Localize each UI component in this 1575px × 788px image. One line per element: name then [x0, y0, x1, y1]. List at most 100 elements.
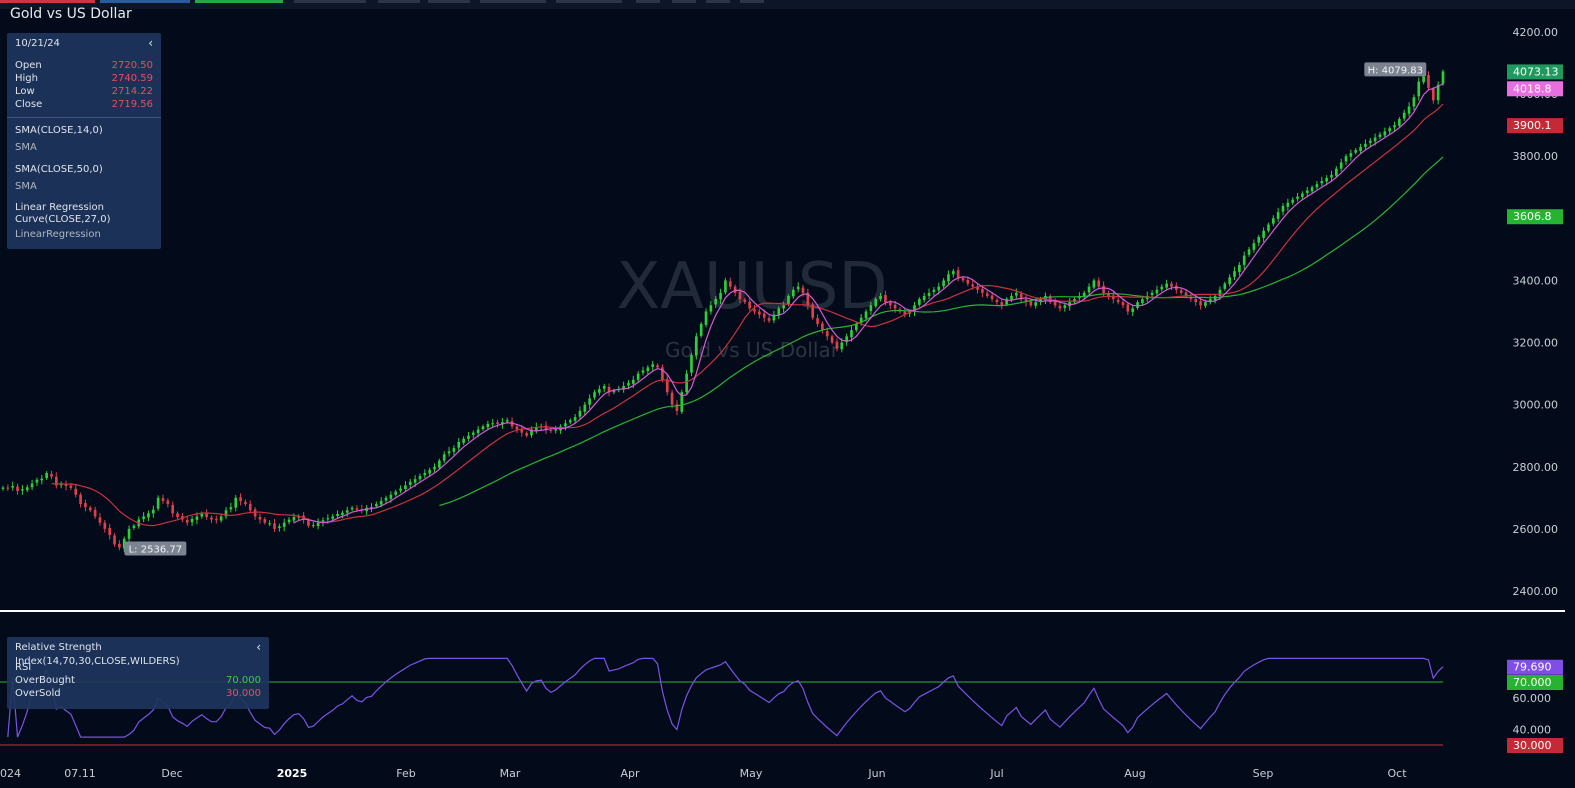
- toolbar-button[interactable]: [672, 0, 696, 3]
- collapse-icon[interactable]: ‹: [148, 36, 153, 50]
- candle: [1388, 126, 1391, 135]
- candle: [210, 515, 213, 523]
- candle-body: [1344, 156, 1348, 162]
- candle: [791, 286, 795, 299]
- candle: [1398, 117, 1401, 128]
- candle: [1349, 149, 1353, 161]
- candle: [156, 495, 160, 511]
- candle: [544, 421, 548, 434]
- toolbar-button[interactable]: [556, 0, 622, 3]
- price-tick-label: 2400.00: [1513, 585, 1559, 598]
- candle-body: [433, 466, 436, 470]
- candle: [336, 510, 339, 519]
- candle-body: [685, 373, 688, 393]
- candle: [93, 506, 97, 519]
- time-label: 2025: [277, 767, 308, 780]
- candle-body: [438, 460, 441, 468]
- candle: [297, 514, 301, 521]
- rsi-tag-box: [1507, 659, 1563, 675]
- candle: [384, 495, 388, 504]
- candle-body: [709, 305, 713, 312]
- candle: [1359, 143, 1362, 154]
- candle-body: [462, 438, 465, 443]
- candle-body: [1218, 289, 1222, 296]
- toolbar-button[interactable]: [100, 0, 190, 3]
- toolbar-button[interactable]: [740, 0, 764, 3]
- candle: [215, 515, 218, 524]
- candle-body: [855, 323, 858, 331]
- toolbar-button[interactable]: [428, 0, 470, 3]
- candle-body: [932, 289, 936, 292]
- indicator-sma14[interactable]: SMA(CLOSE,14,0) SMA: [15, 125, 103, 153]
- candle: [821, 321, 824, 334]
- candle-body: [59, 484, 63, 486]
- candle-body: [215, 519, 218, 521]
- candle-body: [375, 504, 378, 507]
- price-tick-label: 4200.00: [1513, 26, 1559, 39]
- candle: [1053, 298, 1057, 308]
- candle: [719, 288, 722, 304]
- candle-body: [142, 516, 145, 520]
- candle-body: [30, 483, 34, 488]
- candle: [535, 422, 538, 434]
- toolbar-button[interactable]: [636, 0, 660, 3]
- candle-body: [859, 317, 863, 323]
- candle-body: [825, 331, 829, 337]
- candle: [830, 334, 834, 345]
- toolbar-button[interactable]: [378, 0, 420, 3]
- candle-body: [311, 525, 315, 527]
- candle: [753, 304, 756, 315]
- toolbar-button[interactable]: [0, 0, 95, 3]
- candle: [675, 400, 679, 416]
- candle: [79, 492, 82, 508]
- candle-body: [1233, 271, 1236, 277]
- candle: [423, 469, 427, 478]
- candle: [1213, 293, 1217, 304]
- candle-body: [1015, 292, 1018, 296]
- indicator-linreg[interactable]: Linear Regression Curve(CLOSE,27,0) Line…: [15, 202, 111, 240]
- candle: [1431, 86, 1435, 104]
- candle-body: [777, 308, 781, 316]
- candle-body: [724, 280, 727, 293]
- indicator-sma50[interactable]: SMA(CLOSE,50,0) SMA: [15, 164, 103, 192]
- candle-body: [350, 507, 354, 510]
- candle: [273, 518, 276, 532]
- candle-body: [1165, 283, 1168, 288]
- candle-body: [1208, 299, 1212, 302]
- candle: [758, 308, 761, 319]
- collapse-icon[interactable]: ‹: [256, 640, 261, 654]
- candle: [103, 519, 107, 533]
- candle: [55, 472, 58, 489]
- candle-body: [1393, 125, 1396, 128]
- candle-body: [1242, 255, 1246, 265]
- candle: [21, 485, 24, 495]
- candle-body: [985, 293, 989, 296]
- candle-body: [79, 494, 82, 505]
- candle: [1330, 170, 1333, 182]
- candle-body: [1082, 292, 1086, 297]
- rsi-tag-box: [1507, 675, 1563, 690]
- candle-body: [631, 379, 635, 384]
- candle-body: [1005, 299, 1008, 305]
- sma-50-line: [51, 103, 1444, 527]
- toolbar-button[interactable]: [294, 0, 366, 3]
- candle: [1436, 81, 1440, 105]
- toolbar-button[interactable]: [706, 0, 730, 3]
- candle: [1107, 290, 1110, 300]
- time-label: 07.11: [64, 767, 96, 780]
- candle: [525, 431, 528, 438]
- toolbar-button[interactable]: [480, 0, 546, 3]
- candle-body: [331, 516, 335, 519]
- candle-body: [1291, 199, 1295, 203]
- toolbar-button[interactable]: [195, 0, 283, 3]
- candle-body: [1325, 177, 1328, 182]
- candle-body: [951, 271, 955, 275]
- candle-body: [1310, 187, 1314, 192]
- candle-body: [389, 494, 393, 499]
- candle-body: [190, 518, 194, 523]
- candle: [714, 296, 718, 309]
- candle: [1194, 296, 1198, 306]
- candle-body: [239, 497, 242, 501]
- candle-body: [253, 509, 257, 517]
